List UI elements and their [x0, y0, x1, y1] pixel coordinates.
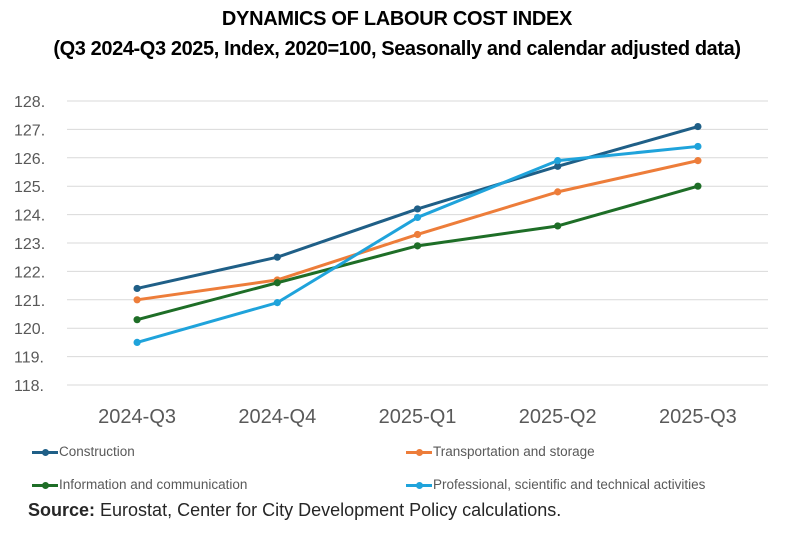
data-point	[273, 299, 281, 307]
series-professional-scientific-and-technical-activities	[133, 142, 702, 346]
legend-line-marker-icon	[406, 445, 432, 459]
data-point	[133, 338, 141, 346]
legend-line-marker-icon	[32, 478, 58, 492]
x-axis-ticks: 2024-Q3 2024-Q4 2025-Q1 2025-Q2 2025-Q3	[98, 406, 737, 428]
y-tick-label: 127.	[14, 122, 45, 139]
line-chart: 118. 119. 120. 121. 122. 123. 124. 125. 126. 127.…	[14, 94, 768, 428]
y-tick-label: 124.	[14, 208, 45, 225]
y-tick-label: 128.	[14, 94, 45, 111]
source-text: Eurostat, Center for City Development Po…	[95, 500, 562, 520]
data-point	[133, 316, 141, 324]
legend-item: Professional, scientific and technical a…	[406, 477, 705, 492]
data-point	[133, 296, 141, 304]
source-note: Source: Eurostat, Center for City Develo…	[28, 500, 561, 521]
data-point	[273, 279, 281, 287]
data-point	[694, 142, 702, 151]
legend-item: Information and communication	[32, 477, 247, 492]
series-lines	[133, 122, 702, 346]
data-point	[554, 188, 562, 196]
y-tick-label: 120.	[14, 321, 45, 338]
series-information-and-communication	[133, 182, 702, 324]
x-tick-label: 2025-Q3	[659, 406, 737, 428]
data-point	[694, 182, 702, 190]
data-point	[413, 213, 422, 222]
legend-label: Information and communication	[59, 477, 248, 492]
series-construction	[133, 122, 702, 293]
chart-title: DYNAMICS OF LABOUR COST INDEX	[221, 8, 573, 30]
legend-item: Transportation and storage	[406, 444, 595, 459]
x-tick-label: 2024-Q4	[238, 406, 316, 428]
data-point	[413, 230, 422, 239]
legend-line-marker-icon	[32, 445, 58, 459]
chart-subtitle: (Q3 2024-Q3 2025, Index, 2020=100, Seaso…	[53, 38, 741, 60]
series-transportation-and-storage	[133, 157, 702, 304]
y-tick-label: 123.	[14, 236, 45, 253]
x-tick-label: 2024-Q3	[98, 406, 176, 428]
y-tick-label: 118.	[14, 378, 44, 395]
data-point	[554, 222, 562, 230]
legend-label: Transportation and storage	[433, 444, 595, 459]
y-tick-label: 122.	[14, 264, 45, 281]
data-point	[273, 253, 281, 261]
data-point	[554, 157, 562, 165]
y-tick-label: 119.	[14, 350, 44, 367]
data-point	[413, 242, 422, 250]
y-tick-label: 125.	[14, 179, 45, 196]
legend-label: Professional, scientific and technical a…	[433, 477, 706, 492]
legend-line-marker-icon	[406, 478, 432, 492]
data-point	[694, 122, 702, 131]
data-point	[133, 284, 141, 293]
data-point	[554, 162, 562, 170]
legend-label: Construction	[59, 444, 135, 459]
y-tick-label: 126.	[14, 151, 45, 168]
y-tick-label: 121.	[14, 293, 45, 310]
source-label: Source:	[28, 500, 96, 520]
data-point	[694, 157, 702, 165]
y-axis-ticks: 118. 119. 120. 121. 122. 123. 124. 125. 126. 127.…	[14, 94, 45, 395]
x-tick-label: 2025-Q1	[379, 406, 457, 428]
series-line	[135, 159, 700, 302]
legend-item: Construction	[32, 444, 135, 459]
x-tick-label: 2025-Q2	[519, 406, 597, 428]
data-point	[413, 205, 422, 213]
